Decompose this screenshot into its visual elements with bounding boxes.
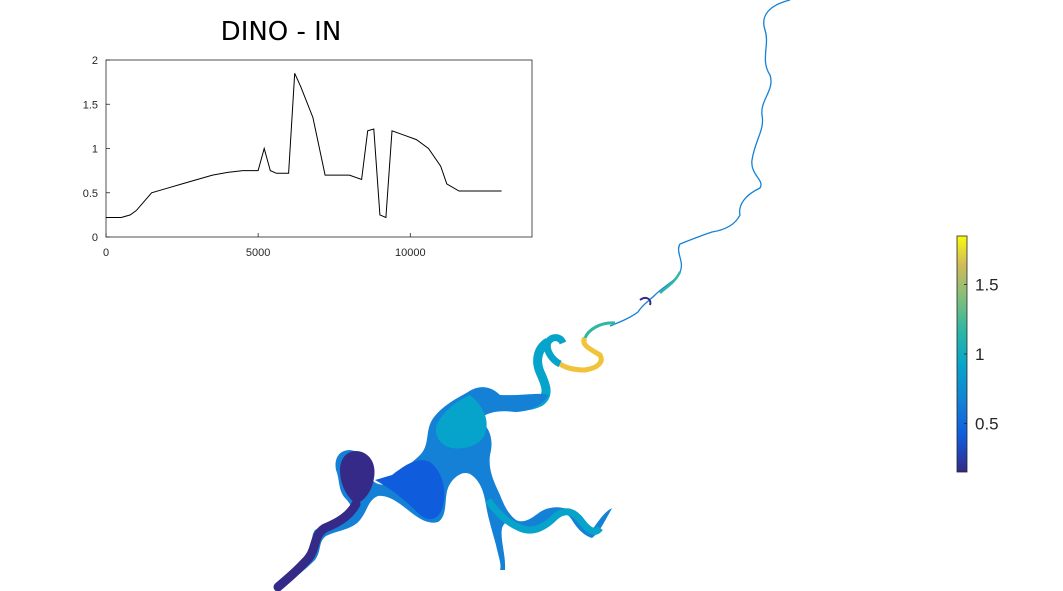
- river-channel-yellow: [558, 336, 604, 373]
- series-lines: [106, 73, 502, 219]
- colorbar-tick-label: 1.5: [975, 276, 999, 295]
- x-tick-label: 5000: [246, 247, 270, 259]
- x-tick-label: 0: [103, 247, 109, 259]
- chart-title: DINO - IN: [221, 17, 342, 47]
- inset-chart: DINO - IN 0 5000 10000 0 0.5 1 1.5 2: [83, 17, 533, 259]
- x-axis-ticks: 0 5000 10000: [103, 233, 426, 259]
- estuary-right-branch: [485, 498, 603, 535]
- estuary-outlet: [273, 499, 361, 591]
- river-channel-green: [583, 321, 616, 339]
- colorbar: 0.5 1 1.5: [956, 235, 999, 473]
- river-bend-mid: [659, 271, 682, 294]
- river-map: [273, 0, 791, 591]
- estuary-left-lobe: [340, 450, 375, 504]
- river-bend-upper: [639, 296, 652, 306]
- estuary-center-blue: [375, 460, 445, 520]
- y-tick-label: 0: [92, 232, 98, 244]
- river-upstream-channel: [609, 0, 791, 327]
- series-line-1: [106, 73, 502, 219]
- y-tick-label: 1: [92, 144, 98, 156]
- y-tick-label: 0.5: [83, 188, 98, 200]
- colorbar-tick-label: 0.5: [975, 414, 999, 433]
- estuary-body: [278, 387, 612, 588]
- y-tick-label: 2: [92, 55, 98, 67]
- colorbar-tick-label: 1: [975, 345, 984, 364]
- estuary-upper-lobe: [435, 395, 487, 449]
- x-tick-label: 10000: [395, 247, 426, 259]
- y-axis-ticks: 0 0.5 1 1.5 2: [83, 55, 110, 244]
- colorbar-ticks: 0.5 1 1.5: [964, 276, 999, 433]
- y-tick-label: 1.5: [83, 99, 98, 111]
- river-channel-lightgreen: [543, 334, 567, 368]
